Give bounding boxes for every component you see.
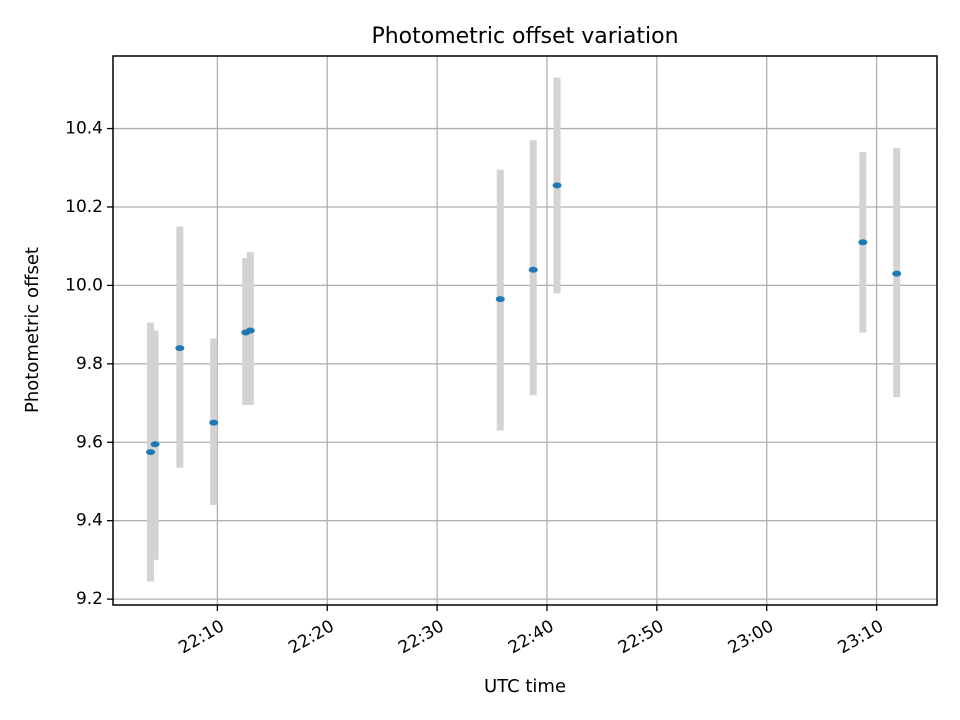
plot-frame xyxy=(112,55,938,606)
data-point xyxy=(552,182,562,189)
data-point xyxy=(495,296,505,303)
data-point xyxy=(150,441,160,448)
data-point xyxy=(528,266,538,273)
data-point xyxy=(858,239,868,246)
y-tick-label: 9.6 xyxy=(76,432,103,452)
y-tick-label: 9.4 xyxy=(76,511,103,531)
data-point xyxy=(245,327,255,334)
data-point xyxy=(146,449,156,456)
data-point xyxy=(892,270,902,277)
y-axis-label: Photometric offset xyxy=(22,247,43,413)
y-tick-label: 9.8 xyxy=(76,354,103,374)
y-tick-label: 10.2 xyxy=(65,197,103,217)
y-tick-label: 10.0 xyxy=(65,275,103,295)
y-tick-label: 10.4 xyxy=(65,119,103,139)
data-points xyxy=(146,182,902,456)
chart-title: Photometric offset variation xyxy=(371,24,678,49)
y-tick-label: 9.2 xyxy=(76,589,103,609)
data-point xyxy=(175,345,185,352)
data-point xyxy=(209,419,219,426)
x-axis-label: UTC time xyxy=(484,676,566,697)
